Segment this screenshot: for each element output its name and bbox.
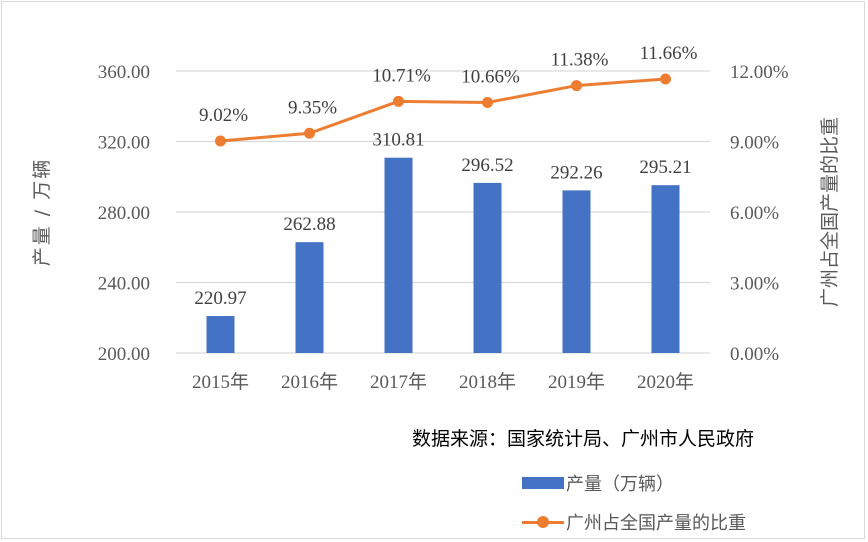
line-value-label: 10.66% bbox=[461, 66, 520, 87]
legend-label-share: 广州占全国产量的比重 bbox=[566, 513, 746, 534]
y2-tick-label: 12.00% bbox=[730, 62, 789, 83]
y2-tick-label: 3.00% bbox=[730, 274, 779, 295]
x-tick-label: 2016年 bbox=[281, 371, 338, 393]
line-marker bbox=[660, 73, 671, 85]
line-value-label: 11.38% bbox=[551, 50, 609, 71]
line-marker bbox=[215, 135, 226, 147]
bar bbox=[562, 190, 591, 353]
x-tick-label: 2018年 bbox=[459, 371, 516, 393]
line-marker bbox=[571, 80, 582, 92]
y-tick-label: 360.00 bbox=[98, 62, 150, 83]
y2-tick-label: 9.00% bbox=[730, 133, 779, 154]
line-marker bbox=[393, 95, 404, 107]
x-tick-label: 2020年 bbox=[637, 371, 694, 393]
bar-value-label: 295.21 bbox=[639, 157, 691, 178]
bar bbox=[206, 316, 235, 353]
x-tick-label: 2015年 bbox=[192, 371, 249, 393]
share-line bbox=[220, 77, 666, 143]
bar-value-label: 296.52 bbox=[461, 155, 513, 176]
bar bbox=[651, 185, 680, 353]
bar bbox=[473, 182, 502, 353]
source-note: 数据来源：国家统计局、广州市人民政府 bbox=[412, 428, 755, 450]
y2-tick-label: 6.00% bbox=[730, 203, 779, 224]
line-value-label: 10.71% bbox=[372, 65, 431, 86]
bar bbox=[384, 157, 413, 353]
line-value-label: 9.02% bbox=[199, 105, 248, 126]
line-marker bbox=[482, 96, 493, 108]
line-value-label: 9.35% bbox=[288, 97, 337, 118]
y-tick-label: 240.00 bbox=[98, 274, 150, 295]
x-tick-label: 2017年 bbox=[370, 371, 427, 393]
y-tick-label: 280.00 bbox=[98, 203, 150, 224]
legend-label-production: 产量（万辆） bbox=[566, 474, 674, 495]
bar-value-label: 262.88 bbox=[283, 214, 335, 235]
y2-axis-title: 广州占全国产量的比重 bbox=[819, 117, 841, 307]
bar-value-label: 220.97 bbox=[194, 288, 246, 309]
x-tick-label: 2019年 bbox=[548, 371, 605, 393]
bar-value-label: 310.81 bbox=[372, 130, 424, 151]
y-tick-label: 320.00 bbox=[98, 133, 150, 154]
legend-item-production: 产量（万辆） bbox=[522, 470, 674, 496]
y-axis-title: 产量 / 万辆 bbox=[31, 158, 53, 266]
y2-tick-label: 0.00% bbox=[730, 344, 779, 365]
legend-item-share: 广州占全国产量的比重 bbox=[522, 509, 746, 535]
line-value-label: 11.66% bbox=[640, 43, 698, 64]
y-tick-label: 200.00 bbox=[98, 344, 150, 365]
bar bbox=[295, 242, 324, 353]
bar-swatch-icon bbox=[522, 477, 564, 489]
bar-value-label: 292.26 bbox=[550, 162, 602, 183]
line-marker-swatch-icon bbox=[522, 512, 564, 532]
line-marker bbox=[304, 127, 315, 139]
